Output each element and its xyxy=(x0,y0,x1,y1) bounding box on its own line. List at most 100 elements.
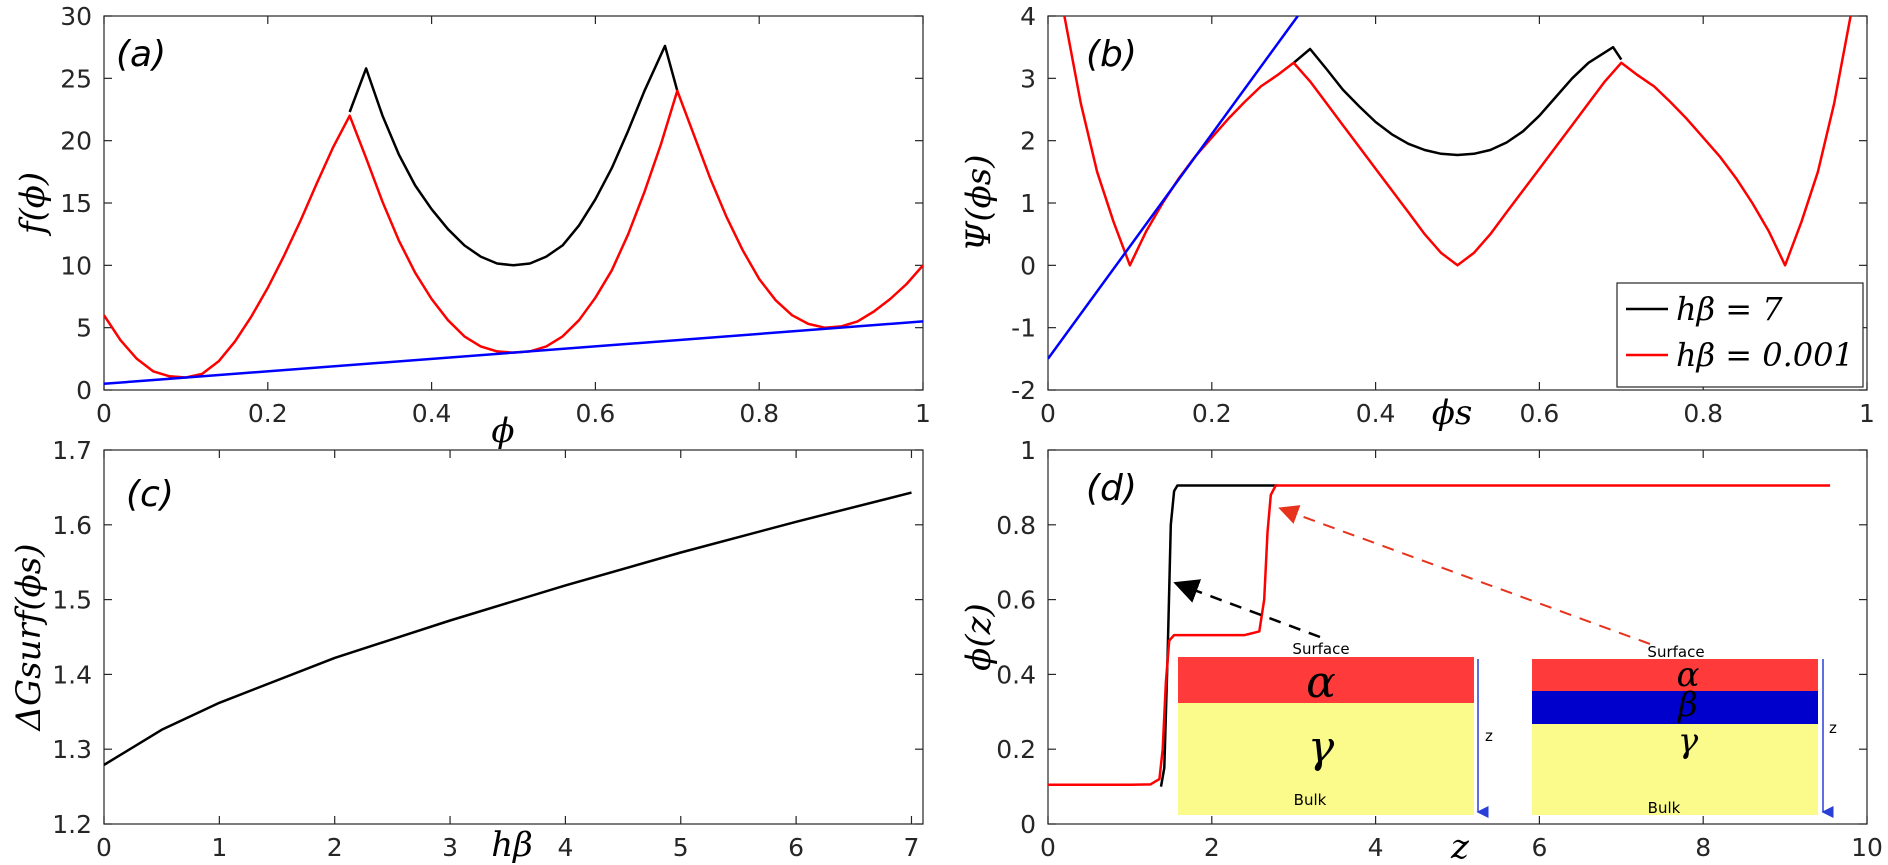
panel-d: 0 2 4 6 8 10 0 0.2 0.4 0.6 0.8 1 Surface α γ Bulk … xyxy=(959,436,1883,865)
ytick-label: 0.6 xyxy=(996,586,1036,615)
xtick-label: 0 xyxy=(1040,399,1056,428)
panel-c-series xyxy=(104,491,912,766)
panel-a-xlabel: ϕ xyxy=(491,411,514,451)
panel-a-yticks: 0 5 10 15 20 25 30 xyxy=(60,2,923,405)
inset1-surface-label: Surface xyxy=(1292,640,1349,658)
xtick-label: 8 xyxy=(1695,833,1711,862)
panel-c-yticks: 1.2 1.3 1.4 1.5 1.6 1.7 xyxy=(52,436,923,839)
ytick-label: 30 xyxy=(60,2,92,31)
ytick-label: 15 xyxy=(60,189,92,218)
xtick-label: 0.2 xyxy=(1192,399,1232,428)
panel-a-frame xyxy=(103,15,924,391)
panel-c-ylabel: ΔGsurf(ϕs) xyxy=(9,543,49,732)
inset1-alpha-symbol: α xyxy=(1306,657,1336,708)
series-line-h-7 xyxy=(348,44,679,267)
inset2-bulk-label: Bulk xyxy=(1648,799,1681,817)
xtick-label: 0 xyxy=(96,399,112,428)
panel-b-ylabel: Ψ(ϕs) xyxy=(959,155,999,252)
inset2-gamma-symbol: γ xyxy=(1678,721,1699,761)
inset1-gamma-symbol: γ xyxy=(1308,722,1335,773)
ytick-label: 1.7 xyxy=(52,436,92,465)
ytick-label: 0 xyxy=(1020,810,1036,839)
ytick-label: -2 xyxy=(1011,376,1036,405)
panel-b: 0 0.2 0.4 0.6 0.8 1 -2 -1 0 1 2 3 4 (b) ϕs Ψ(ϕs) hβ… xyxy=(959,2,1875,433)
panel-d-ylabel: ϕ(z) xyxy=(959,603,999,671)
series-line-h-0-001 xyxy=(1048,484,1831,786)
panel-c-xlabel: hβ xyxy=(491,825,533,865)
ytick-label: 1 xyxy=(1020,189,1036,218)
ytick-label: -1 xyxy=(1011,314,1036,343)
arrow-inset1-to-black-curve xyxy=(1173,579,1321,639)
ytick-label: 20 xyxy=(60,127,92,156)
panel-c-label: (c) xyxy=(126,474,174,515)
panel-d-yticks: 0 0.2 0.4 0.6 0.8 1 xyxy=(996,436,1867,839)
inset1-z-label: z xyxy=(1485,727,1493,745)
ytick-label: 1.2 xyxy=(52,810,92,839)
panel-b-xlabel: ϕs xyxy=(1432,393,1473,433)
ytick-label: 4 xyxy=(1020,2,1036,31)
ytick-label: 0.8 xyxy=(996,511,1036,540)
ytick-label: 1.6 xyxy=(52,511,92,540)
series-line-common-tangent xyxy=(104,320,923,386)
xtick-label: 0.2 xyxy=(248,399,288,428)
xtick-label: 0.4 xyxy=(412,399,452,428)
panel-a-series xyxy=(104,44,923,386)
series-line-h-7 xyxy=(1292,45,1623,157)
ytick-label: 1.4 xyxy=(52,660,92,689)
inset2-beta-symbol: β xyxy=(1676,685,1698,725)
xtick-label: 2 xyxy=(327,833,343,862)
series-line-h-0-001 xyxy=(104,89,923,379)
panel-a-ylabel: f(ϕ) xyxy=(13,172,53,237)
ytick-label: 0 xyxy=(1020,251,1036,280)
panel-b-legend: hβ = 7 hβ = 0.001 xyxy=(1616,282,1864,388)
ytick-label: 2 xyxy=(1020,127,1036,156)
inset-two-layer: Surface α γ Bulk z xyxy=(1178,640,1493,818)
xtick-label: 4 xyxy=(557,833,573,862)
ytick-label: 1.5 xyxy=(52,586,92,615)
panel-d-xlabel: z xyxy=(1450,827,1470,865)
ytick-label: 0.4 xyxy=(996,660,1036,689)
panel-b-label: (b) xyxy=(1086,34,1137,75)
xtick-label: 2 xyxy=(1204,833,1220,862)
xtick-label: 1 xyxy=(1859,399,1875,428)
panel-b-xticks: 0 0.2 0.4 0.6 0.8 1 xyxy=(1040,16,1875,428)
panel-b-yticks: -2 -1 0 1 2 3 4 xyxy=(1011,2,1867,405)
panel-a-xticks: 0 0.2 0.4 0.6 0.8 1 xyxy=(96,16,931,428)
xtick-label: 7 xyxy=(904,833,920,862)
series-line--gsurf xyxy=(104,491,912,766)
xtick-label: 10 xyxy=(1851,833,1883,862)
xtick-label: 6 xyxy=(788,833,804,862)
inset-three-layer: Surface α β γ Bulk z xyxy=(1532,643,1837,818)
arrow-inset2-to-red-curve xyxy=(1278,505,1651,645)
inset2-surface-label: Surface xyxy=(1647,643,1704,661)
inset2-alpha-layer xyxy=(1532,659,1818,691)
xtick-label: 4 xyxy=(1368,833,1384,862)
panel-c-xticks: 0 1 2 3 4 5 6 7 xyxy=(96,450,919,862)
panel-c-frame xyxy=(103,449,924,825)
series-line-tangent-line xyxy=(1048,16,1299,360)
legend-entry-2: hβ = 0.001 xyxy=(1676,336,1854,374)
series-line-h-7 xyxy=(1159,484,1278,787)
xtick-label: 1 xyxy=(915,399,931,428)
xtick-label: 1 xyxy=(211,833,227,862)
inset1-alpha-layer xyxy=(1178,657,1474,703)
panel-d-xticks: 0 2 4 6 8 10 xyxy=(1040,450,1883,862)
xtick-label: 5 xyxy=(673,833,689,862)
panel-d-label: (d) xyxy=(1086,468,1137,509)
ytick-label: 5 xyxy=(76,314,92,343)
legend-box xyxy=(1616,282,1864,388)
ytick-label: 1 xyxy=(1020,436,1036,465)
panel-a: 0 0.2 0.4 0.6 0.8 1 0 5 10 15 20 25 30 (a) ϕ f(ϕ) xyxy=(13,2,931,451)
panel-d-series xyxy=(1048,484,1831,787)
ytick-label: 3 xyxy=(1020,64,1036,93)
xtick-label: 0.4 xyxy=(1356,399,1396,428)
inset2-beta-layer xyxy=(1532,691,1818,724)
xtick-label: 6 xyxy=(1531,833,1547,862)
ytick-label: 10 xyxy=(60,251,92,280)
ytick-label: 0.2 xyxy=(996,735,1036,764)
inset2-alpha-symbol: α xyxy=(1677,655,1700,695)
xtick-label: 0.6 xyxy=(1520,399,1560,428)
legend-entry-1: hβ = 7 xyxy=(1676,290,1783,328)
xtick-label: 0.8 xyxy=(1683,399,1723,428)
